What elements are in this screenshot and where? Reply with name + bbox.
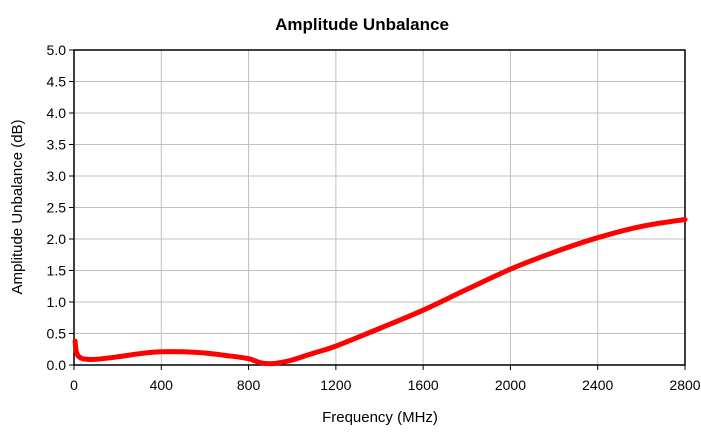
chart-title: Amplitude Unbalance	[275, 15, 449, 34]
y-tick-label: 3.0	[47, 168, 67, 184]
x-tick-label: 2400	[582, 377, 613, 393]
y-axis-label: Amplitude Unbalance (dB)	[9, 119, 26, 294]
y-tick-labels: 0.0 0.5 1.0 1.5 2.0 2.5 3.0 3.5 4.0 4.5 5.0	[47, 42, 67, 373]
x-tick-label: 2000	[495, 377, 526, 393]
x-tick-label: 2800	[669, 377, 700, 393]
x-tick-label: 400	[150, 377, 174, 393]
y-tick-label: 4.5	[47, 74, 67, 90]
x-tick-label: 1600	[408, 377, 439, 393]
series-line	[72, 217, 688, 367]
x-tick-labels: 0 400 800 1200 1600 2000 2400 2800	[70, 377, 701, 393]
x-tick-label: 1200	[320, 377, 351, 393]
x-tick-label: 0	[70, 377, 78, 393]
axis-ticks	[69, 49, 686, 370]
y-tick-label: 2.5	[47, 200, 67, 216]
y-tick-label: 2.0	[47, 231, 67, 247]
x-tick-label: 800	[237, 377, 261, 393]
y-tick-label: 1.0	[47, 294, 67, 310]
x-axis-label: Frequency (MHz)	[322, 409, 438, 426]
y-tick-label: 0.0	[47, 357, 67, 373]
y-tick-label: 4.0	[47, 105, 67, 121]
gridlines	[74, 50, 685, 365]
y-tick-label: 5.0	[47, 42, 67, 58]
y-tick-label: 0.5	[47, 326, 67, 342]
y-tick-label: 1.5	[47, 263, 67, 279]
y-tick-label: 3.5	[47, 137, 67, 153]
series-group	[72, 217, 688, 367]
